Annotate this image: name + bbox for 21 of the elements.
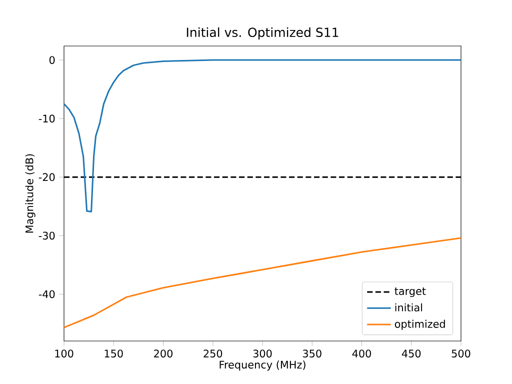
y-tick-label: -20 <box>38 173 55 182</box>
legend-label: optimized <box>394 320 445 330</box>
legend-label: target <box>394 288 426 298</box>
x-tick-label: 150 <box>104 350 123 358</box>
legend-label: initial <box>395 303 422 312</box>
x-tick-label: 100 <box>55 350 74 358</box>
x-tick-label: 250 <box>204 350 222 358</box>
y-tick-label: -10 <box>38 114 55 123</box>
y-tick-label: -30 <box>38 232 55 240</box>
x-tick-label: 200 <box>154 350 172 358</box>
x-tick-label: 450 <box>402 350 421 358</box>
y-tick-label: -40 <box>38 290 55 298</box>
x-axis-title: Frequency (MHz) <box>220 360 306 371</box>
x-tick-label: 500 <box>452 350 470 358</box>
x-tick-label: 350 <box>302 350 322 358</box>
x-tick-label: 400 <box>352 350 371 358</box>
y-tick-label: 0 <box>49 56 55 64</box>
x-tick-label: 300 <box>253 350 272 358</box>
chart-title: Initial vs. Optimized S11 <box>186 27 338 40</box>
line-series <box>64 237 462 328</box>
y-axis-title: Magnitude (dB) <box>25 154 36 233</box>
